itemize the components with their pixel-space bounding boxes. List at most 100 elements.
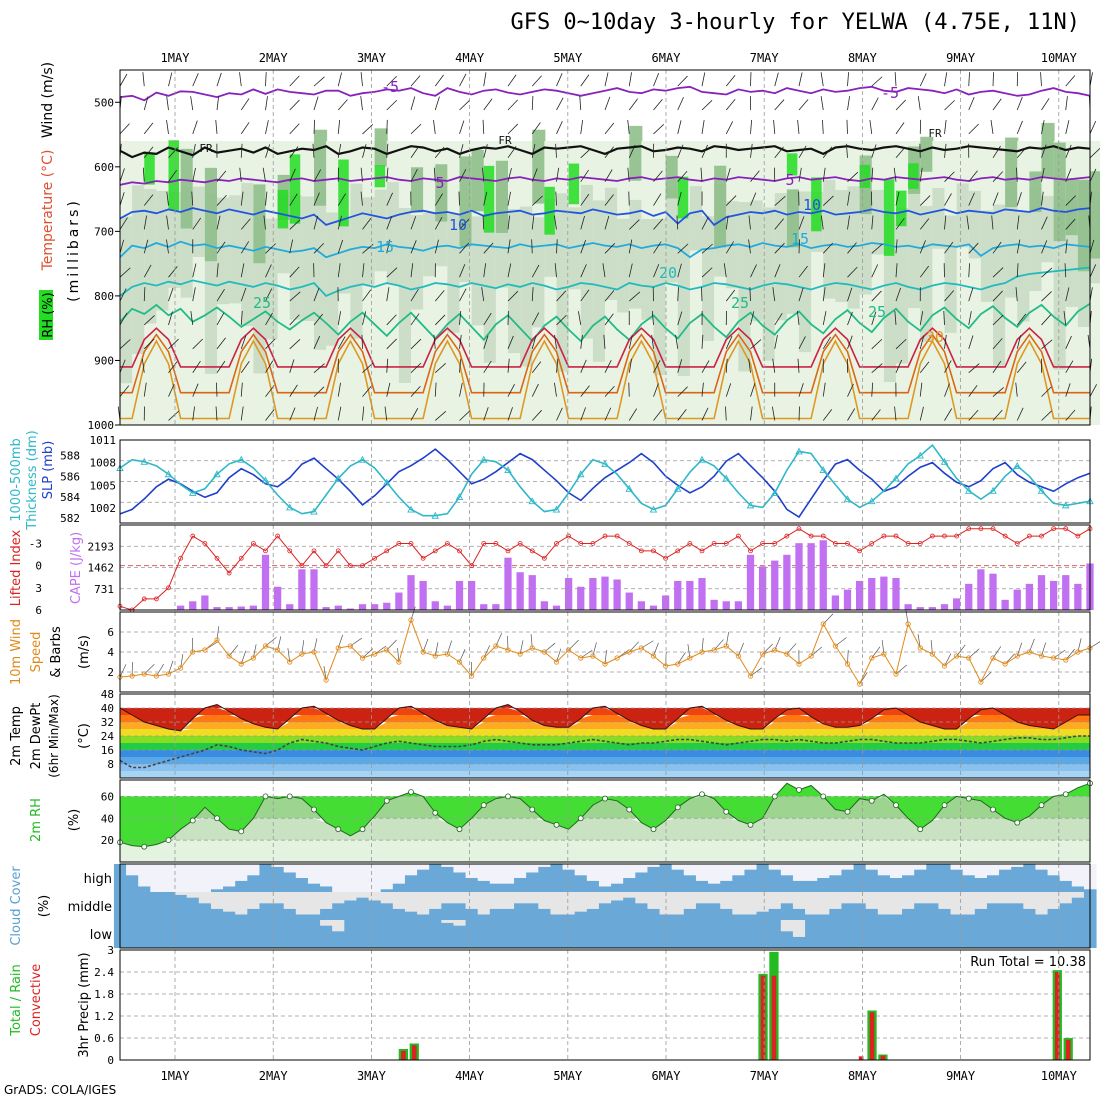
wind-barb	[166, 96, 169, 111]
wind-barb	[774, 335, 778, 349]
precip-conv-bar	[411, 1045, 417, 1060]
cloud-cell	[829, 920, 842, 948]
thickness-tick-label: 586	[60, 470, 80, 483]
cape-bar	[395, 592, 403, 610]
cloud-clear-cell	[902, 864, 915, 876]
wind-barb	[1041, 314, 1052, 326]
wind-barb	[240, 143, 243, 158]
wind-barb	[677, 243, 689, 254]
wind10-point	[820, 621, 826, 627]
rh2m-point	[1014, 819, 1021, 826]
cloud-row-label: high	[84, 872, 112, 887]
wind-barb	[556, 314, 567, 326]
cloud-clear-cell	[659, 892, 673, 915]
cloud-cell	[356, 920, 370, 948]
cloud-cell	[235, 920, 248, 948]
cloud-cell	[574, 875, 588, 892]
rh-band	[1077, 179, 1091, 272]
wind-barb	[895, 99, 907, 111]
wind-barb	[507, 191, 511, 206]
wind10-point	[202, 647, 208, 653]
cloud-cell	[647, 908, 661, 920]
thickness-legend-unit: Thickness (dm)	[25, 430, 40, 530]
wind-barb	[531, 122, 541, 135]
wind10-point	[929, 651, 935, 657]
cloud-cell	[538, 920, 551, 948]
cloud-cell	[889, 920, 903, 948]
wind-barb	[313, 363, 325, 374]
wind-barb	[265, 288, 273, 302]
wind-barb	[1089, 239, 1095, 254]
wind-barb	[749, 287, 751, 302]
rh2m-point	[868, 797, 875, 804]
date-label-top: 9MAY	[946, 51, 976, 65]
rh-band	[435, 164, 449, 222]
wind-barb	[410, 288, 419, 302]
wind-barb	[483, 312, 492, 326]
rh-band	[156, 190, 170, 311]
wind-barb	[313, 119, 316, 134]
wind-barb	[750, 143, 753, 158]
wind-barb	[748, 358, 751, 373]
cloud-clear-cell	[332, 920, 345, 932]
cape-legend-label: CAPE (J/kg)	[69, 532, 84, 604]
wind-barb	[483, 98, 493, 111]
rh-band	[617, 218, 631, 313]
lifted-index-point	[905, 541, 911, 546]
cloud-cell	[1011, 903, 1024, 920]
wind10-point	[650, 653, 657, 659]
cloud-clear-cell	[574, 892, 588, 912]
cape-bar	[843, 589, 852, 610]
wind-barb	[580, 385, 590, 397]
rh-band	[289, 154, 301, 224]
wind-barb	[555, 143, 557, 158]
cloud-clear-cell	[453, 920, 467, 926]
wind-barb	[192, 217, 202, 230]
wind-barb	[434, 382, 437, 397]
wind-barb	[265, 243, 276, 254]
wind-barb	[1016, 192, 1022, 206]
lifted-index-point	[990, 526, 996, 532]
cloud-clear-cell	[380, 864, 394, 890]
cloud-cell	[986, 903, 1000, 920]
lifted-index-point	[820, 533, 826, 539]
wind-barb	[580, 215, 585, 230]
cloud-clear-cell	[344, 892, 357, 901]
cloud-cell	[962, 914, 976, 920]
wind-barb	[968, 287, 974, 302]
wind-barb	[312, 143, 315, 158]
cloud-cell	[889, 878, 903, 892]
wind10-point	[444, 651, 450, 657]
thickness-point	[964, 486, 973, 494]
wind-barb	[774, 312, 783, 326]
cloud-cell	[817, 920, 830, 948]
wind-barb	[531, 287, 534, 302]
thickness-point	[528, 497, 537, 505]
wind-barb	[289, 146, 299, 159]
wind10-ylabel: (m/s)	[77, 635, 92, 669]
wind-barb	[531, 361, 542, 373]
wind-barb	[847, 287, 853, 302]
wind-barb	[602, 263, 606, 278]
wind-barb	[580, 264, 587, 278]
wind10-point	[566, 647, 572, 653]
wind-barb	[653, 241, 662, 254]
cloud-cell	[974, 908, 988, 920]
cloud-clear-cell	[1035, 892, 1049, 915]
wind-barb	[968, 311, 972, 326]
lifted-index-point	[481, 541, 487, 546]
wind-barb	[919, 361, 930, 373]
cloud-cell	[489, 920, 503, 948]
cloud-clear-cell	[962, 864, 976, 876]
rh2m-ylabel-g: (%)	[67, 809, 82, 832]
date-label-bottom: 6MAY	[652, 1069, 682, 1083]
rh-band	[532, 129, 546, 204]
cloud-cell	[477, 914, 491, 920]
precip-tick-label: 3	[107, 944, 114, 957]
cloud-clear-cell	[198, 864, 212, 892]
wind-barb	[725, 335, 733, 350]
cloud-cell	[1047, 920, 1061, 948]
wind-barb	[216, 96, 220, 111]
lifted-index-point	[420, 555, 426, 561]
